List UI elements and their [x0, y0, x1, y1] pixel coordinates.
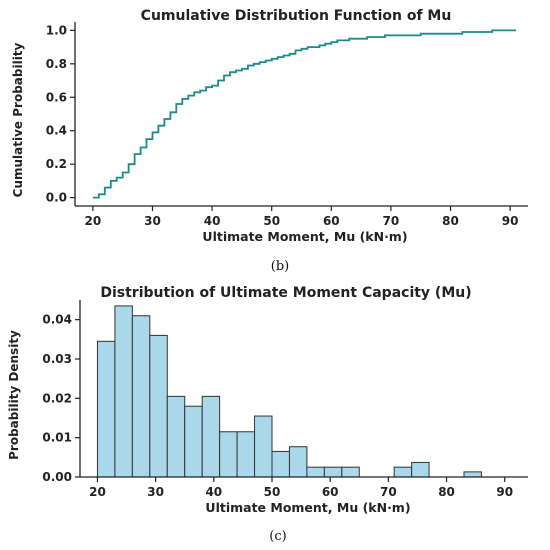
cdf-x-tick-label: 70: [383, 214, 400, 228]
hist-bar: [463, 471, 482, 478]
hist-bar: [306, 466, 325, 478]
hist-bar: [114, 305, 133, 478]
hist-plot-area: 0.00 0.01 0.02 0.03 0.04 20 30 40 50 60 70 80 90: [42, 300, 528, 499]
hist-title: Distribution of Ultimate Moment Capacity…: [100, 285, 471, 301]
hist-bar: [236, 431, 256, 478]
cdf-x-axis-label: Ultimate Moment, Mu (kN·m): [202, 229, 407, 244]
hist-x-ticks: 20 30 40 50 60 70 80 90: [89, 477, 513, 499]
cdf-plot-area: 0.0 0.2 0.4 0.6 0.8 1.0 20 30 40 50 60 70 80 90: [46, 22, 528, 228]
hist-bar: [96, 340, 116, 478]
hist-y-tick-label: 0.01: [42, 431, 72, 445]
hist-bar: [201, 395, 221, 478]
cdf-x-tick-label: 20: [85, 214, 102, 228]
cdf-x-tick-label: 90: [502, 214, 519, 228]
cdf-y-tick-label: 0.2: [46, 157, 67, 171]
cdf-y-tick-label: 0.8: [46, 57, 67, 71]
cdf-title: Cumulative Distribution Function of Mu: [141, 8, 452, 24]
cdf-x-tick-label: 50: [263, 214, 280, 228]
hist-bar: [288, 446, 308, 478]
hist-x-tick-label: 80: [438, 485, 455, 499]
cdf-x-tick-label: 60: [323, 214, 340, 228]
hist-bars: [96, 305, 482, 478]
hist-y-axis-label: Probability Density: [7, 330, 21, 460]
hist-x-tick-label: 30: [147, 485, 164, 499]
hist-bar: [219, 431, 238, 478]
cdf-y-tick-label: 1.0: [46, 23, 67, 37]
hist-y-tick-label: 0.00: [42, 470, 72, 484]
cdf-panel: Cumulative Distribution Function of Mu 0…: [11, 8, 528, 274]
cdf-y-ticks: 0.0 0.2 0.4 0.6 0.8 1.0: [46, 23, 75, 205]
hist-bar: [131, 315, 151, 478]
cdf-y-tick-label: 0.4: [46, 124, 67, 138]
hist-bar: [271, 450, 290, 478]
cdf-y-tick-label: 0.0: [46, 191, 67, 205]
cdf-y-tick-label: 0.6: [46, 90, 67, 104]
hist-bar: [254, 415, 273, 478]
hist-y-tick-label: 0.03: [42, 352, 72, 366]
cdf-series-line: [92, 29, 517, 199]
hist-x-tick-label: 70: [380, 485, 397, 499]
cdf-x-tick-label: 40: [204, 214, 221, 228]
hist-y-ticks: 0.00 0.01 0.02 0.03 0.04: [42, 313, 80, 484]
hist-x-tick-label: 40: [205, 485, 222, 499]
hist-bar: [323, 466, 343, 478]
hist-x-tick-label: 60: [322, 485, 339, 499]
hist-bar: [184, 405, 203, 478]
hist-x-axis-label: Ultimate Moment, Mu (kN·m): [205, 500, 410, 515]
hist-x-tick-label: 50: [264, 485, 281, 499]
hist-bar: [411, 461, 430, 478]
cdf-y-axis-label: Cumulative Probability: [11, 42, 25, 197]
cdf-x-ticks: 20 30 40 50 60 70 80 90: [85, 206, 519, 228]
hist-x-tick-label: 20: [89, 485, 106, 499]
hist-y-tick-label: 0.04: [42, 313, 72, 327]
hist-bar: [393, 466, 413, 478]
hist-bar: [149, 334, 168, 478]
cdf-x-tick-label: 30: [144, 214, 161, 228]
hist-y-tick-label: 0.02: [42, 391, 72, 405]
hist-bar: [166, 395, 186, 478]
cdf-x-tick-label: 80: [442, 214, 459, 228]
hist-panel: Distribution of Ultimate Moment Capacity…: [7, 285, 528, 544]
hist-bar: [341, 466, 360, 478]
hist-caption: (c): [269, 529, 286, 544]
cdf-caption: (b): [271, 259, 289, 274]
hist-x-tick-label: 90: [496, 485, 513, 499]
